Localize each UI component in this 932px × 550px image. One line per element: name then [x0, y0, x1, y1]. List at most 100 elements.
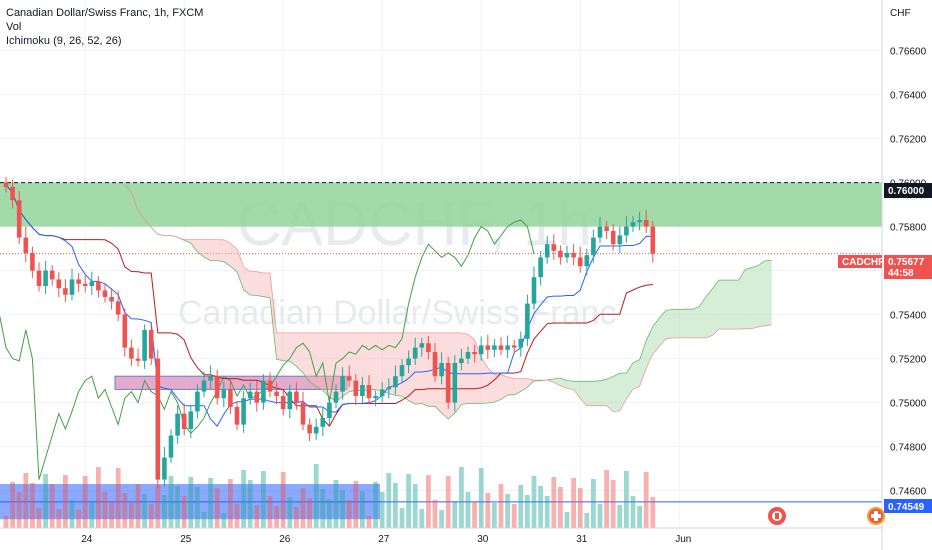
cloud-segment: [197, 239, 204, 257]
candle-body: [432, 352, 438, 377]
canada-flag-icon[interactable]: [768, 507, 786, 525]
x-tick-label: 26: [279, 534, 291, 545]
volume-bar: [564, 512, 570, 528]
candle: [472, 344, 477, 363]
cloud-segment: [692, 306, 699, 338]
candle-body: [155, 358, 161, 480]
candle-body: [23, 237, 29, 253]
candle-body: [452, 363, 458, 403]
volume-bar: [287, 497, 293, 528]
cloud-segment: [639, 340, 647, 387]
candle-body: [10, 187, 15, 201]
volume-bar: [214, 488, 220, 528]
candle: [300, 391, 306, 431]
candle: [221, 381, 227, 408]
cloud-segment: [514, 378, 521, 395]
cloud-segment: [190, 239, 198, 253]
volume-bar: [584, 513, 590, 528]
cloud-segment: [586, 381, 594, 406]
volume-bar: [544, 496, 550, 528]
y-tick-label: 0.75800: [890, 223, 927, 234]
candle: [564, 245, 570, 263]
volume-bar: [261, 471, 266, 528]
candle-body: [571, 253, 576, 258]
candle-body: [208, 376, 213, 381]
candle-body: [56, 279, 62, 289]
volume-bar: [142, 494, 147, 528]
volume-bar: [630, 496, 636, 528]
candle-body: [300, 402, 306, 425]
cloud-segment: [679, 309, 686, 338]
volume-bar: [155, 485, 161, 528]
candle-body: [49, 270, 55, 280]
candle: [320, 408, 326, 436]
candle-body: [175, 413, 180, 436]
volume-bar: [597, 504, 603, 528]
candle-body: [3, 182, 9, 187]
span-b-line: [124, 184, 772, 413]
volume-bar: [208, 478, 213, 528]
volume-bar: [346, 500, 352, 528]
candle-body: [102, 290, 108, 297]
cloud-segment: [329, 332, 336, 402]
candle-body: [558, 250, 563, 258]
candle-body: [228, 389, 233, 407]
volume-bar: [247, 480, 253, 528]
volume-bar: [162, 495, 167, 528]
candle-body: [327, 402, 332, 418]
volume-bar: [538, 486, 543, 528]
candle-body: [320, 418, 326, 427]
cloud-segment: [705, 288, 713, 338]
candle-body: [234, 407, 240, 425]
candle-body: [518, 338, 524, 348]
candle-body: [168, 435, 174, 458]
volume-bar: [360, 491, 365, 528]
volume-bar: [604, 470, 609, 528]
candle-body: [412, 347, 418, 359]
volume-bar: [505, 494, 510, 528]
candle-body: [472, 352, 477, 355]
candle-body: [544, 244, 550, 258]
volume-bar: [571, 478, 576, 528]
volume-bar: [412, 484, 418, 528]
candle-body: [294, 391, 299, 403]
cloud-segment: [593, 380, 600, 406]
candle-body: [129, 347, 134, 359]
volume-bar: [485, 493, 491, 528]
candle: [122, 308, 128, 357]
candle-body: [353, 380, 359, 396]
candle-body: [30, 253, 35, 271]
volume-bar: [650, 497, 656, 528]
volume-bar: [399, 508, 405, 528]
countdown-text: 44:58: [888, 268, 914, 279]
cloud-segment: [600, 379, 607, 406]
candle: [294, 382, 299, 410]
candle-body: [188, 411, 194, 429]
legend-title: Canadian Dollar/Swiss Franc, 1h, FXCM: [6, 7, 204, 19]
cloud-segment: [626, 362, 633, 399]
candle: [36, 262, 42, 292]
candle: [432, 342, 438, 382]
candle-body: [564, 253, 570, 258]
candle: [373, 390, 378, 407]
zones: [0, 182, 882, 520]
candle-body: [148, 330, 154, 359]
volume-bar: [320, 489, 326, 528]
switzerland-flag-icon[interactable]: [867, 507, 885, 525]
cloud-segment: [501, 374, 508, 400]
candle: [525, 294, 530, 347]
candle-body: [577, 257, 583, 267]
cloud-segment: [309, 332, 317, 387]
candle: [175, 405, 180, 444]
cloud-segment: [204, 239, 211, 261]
volume-bar: [3, 516, 9, 528]
volume-bar: [643, 472, 649, 528]
volume-bar: [386, 473, 392, 528]
candle-body: [591, 237, 596, 256]
candle-body: [89, 281, 95, 286]
volume-bar: [525, 495, 530, 528]
chikou-line: [0, 219, 535, 480]
cloud-segment: [725, 280, 732, 330]
cloud-segment: [210, 239, 218, 261]
